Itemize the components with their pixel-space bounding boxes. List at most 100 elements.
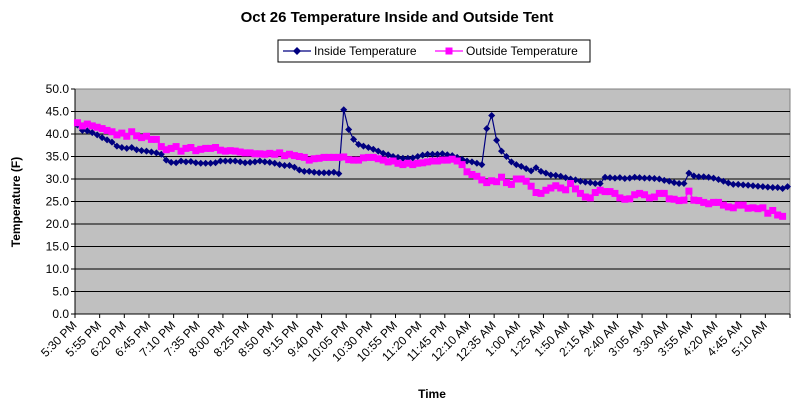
data-point (621, 175, 629, 183)
data-point (473, 159, 481, 167)
data-point (281, 162, 289, 169)
data-point (216, 146, 224, 154)
data-point (645, 174, 653, 182)
data-point (724, 203, 732, 211)
data-point (409, 161, 417, 169)
data-point (162, 156, 170, 164)
data-point (527, 167, 535, 175)
data-point (103, 136, 111, 144)
data-point (108, 138, 116, 146)
data-point (286, 150, 293, 158)
data-point (419, 159, 427, 167)
data-point (660, 176, 668, 184)
data-point (498, 173, 506, 181)
data-point (364, 153, 372, 161)
data-point (295, 166, 303, 174)
data-point (680, 196, 688, 204)
data-point (502, 153, 510, 160)
data-point (631, 191, 639, 199)
data-point (73, 119, 81, 127)
data-point (660, 189, 668, 197)
data-point (236, 148, 244, 156)
data-point (133, 132, 141, 140)
y-axis-title: Temperature (F) (9, 157, 23, 247)
data-point (409, 154, 417, 162)
data-point (685, 187, 693, 195)
data-point (113, 131, 121, 139)
data-point (774, 184, 782, 192)
data-point (493, 136, 501, 144)
data-point (251, 158, 259, 166)
data-point (675, 197, 683, 205)
data-point (429, 157, 436, 165)
data-point (641, 191, 649, 199)
data-point (78, 122, 86, 130)
data-point (340, 106, 348, 114)
data-point (601, 188, 609, 196)
data-point (271, 159, 279, 167)
data-point (562, 174, 570, 182)
data-point (769, 207, 777, 214)
data-point (295, 153, 303, 160)
data-point (350, 156, 358, 164)
data-point (517, 175, 525, 183)
data-point (345, 156, 353, 164)
data-point (507, 180, 515, 188)
data-point (655, 189, 663, 197)
data-point (325, 153, 333, 161)
data-point (552, 182, 560, 190)
data-point (581, 178, 589, 186)
data-point (182, 144, 190, 152)
legend-items: Inside Temperature Outside Temperature (283, 44, 578, 58)
data-point (310, 155, 318, 163)
data-point (143, 147, 150, 155)
data-point (113, 142, 121, 150)
data-point (108, 128, 116, 136)
data-point (221, 157, 229, 165)
data-point (128, 144, 136, 151)
data-point (261, 158, 269, 166)
y-tick-label: 0.0 (52, 307, 69, 321)
data-point (705, 173, 713, 181)
data-point (611, 174, 619, 182)
data-point (749, 182, 757, 190)
data-point (290, 152, 298, 160)
data-point (645, 194, 653, 202)
legend: Inside Temperature Outside Temperature (277, 39, 591, 63)
data-point (636, 174, 644, 182)
data-point (705, 200, 713, 208)
data-point (596, 186, 604, 194)
data-point (774, 211, 782, 219)
y-tick-label: 30.0 (46, 172, 70, 186)
data-point (192, 159, 200, 167)
data-point (478, 161, 486, 169)
y-tick-label: 45.0 (46, 105, 70, 119)
data-point (498, 147, 506, 155)
data-point (710, 198, 718, 206)
data-point (202, 159, 210, 167)
data-point (147, 148, 155, 156)
data-point (744, 181, 752, 189)
data-point (202, 144, 210, 152)
x-axis: 5:30 PM5:55 PM6:20 PM6:45 PM7:10 PM7:35 … (38, 313, 791, 364)
data-point (226, 147, 234, 155)
legend-box (277, 39, 591, 63)
data-point (744, 204, 752, 212)
data-point (143, 132, 150, 140)
data-point (631, 173, 639, 181)
data-point (562, 186, 570, 194)
data-point (300, 167, 308, 175)
data-point (197, 159, 205, 167)
series-outside (73, 119, 787, 220)
gridlines (75, 111, 790, 292)
data-point (626, 195, 634, 203)
data-point (290, 163, 298, 171)
data-point (784, 183, 792, 191)
data-point (433, 157, 441, 165)
data-point (138, 147, 146, 155)
data-point (236, 158, 244, 166)
data-point (443, 156, 451, 164)
data-point (488, 177, 496, 185)
data-point (315, 154, 323, 162)
data-point (433, 150, 441, 158)
